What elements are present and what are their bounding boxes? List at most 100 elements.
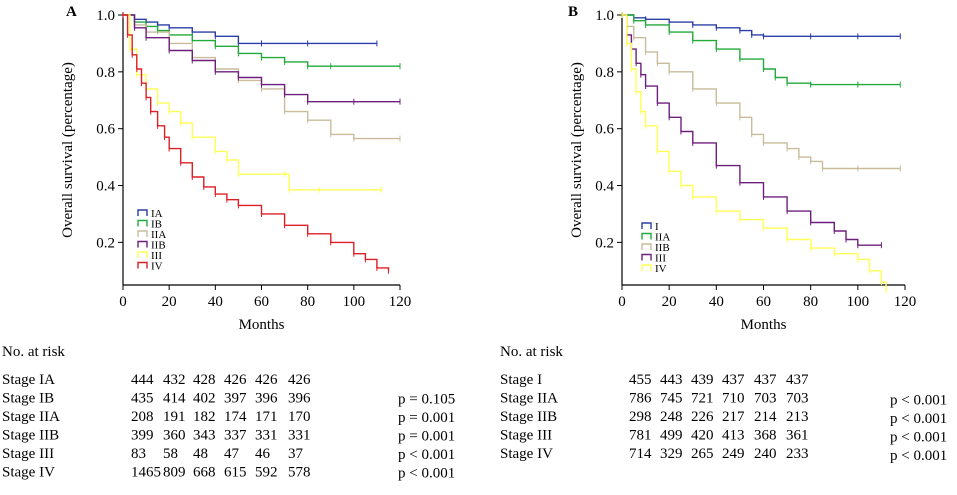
panel-label: A [66, 4, 77, 20]
risk-table-row: Stage IIB 298 248 226 217 214 213 p < 0.001 [500, 409, 947, 427]
x-tick-label: 80 [300, 294, 315, 310]
series-line-iii [123, 14, 382, 191]
risk-count: 455 [629, 372, 652, 388]
risk-count: 182 [193, 409, 216, 425]
x-tick-label: 20 [162, 294, 177, 310]
risk-count: 397 [224, 391, 247, 407]
risk-row-label: Stage III [2, 446, 54, 462]
risk-count: 37 [288, 446, 304, 462]
panel-b: B 0.2 0.4 0.6 0.8 1.0 0 20 40 60 80 100 120 Months Ove… [500, 4, 947, 464]
legend-swatch [137, 251, 148, 258]
risk-count: 343 [193, 428, 216, 444]
risk-count: 703 [754, 391, 777, 407]
risk-count: 437 [754, 372, 777, 388]
risk-table-row: Stage III 83 58 48 47 46 37 p < 0.001 [2, 446, 455, 463]
risk-row-label: Stage IIB [500, 409, 557, 425]
legend-label: IIB [655, 242, 670, 254]
p-value: p < 0.001 [890, 411, 947, 427]
risk-table-row: Stage I 455 443 439 437 437 437 [500, 372, 809, 388]
risk-count: 298 [629, 409, 652, 425]
risk-table-row: Stage IIA 208 191 182 174 171 170 p = 0.001 [2, 409, 455, 426]
risk-table-row: Stage IB 435 414 402 397 396 396 p = 0.105 [2, 391, 455, 408]
x-tick-label: 60 [254, 294, 269, 310]
legend-label: III [151, 250, 162, 262]
risk-count: 208 [131, 409, 154, 425]
risk-count: 396 [255, 391, 278, 407]
risk-count: 368 [754, 428, 777, 444]
legend-swatch [641, 232, 652, 240]
legend-swatch [137, 219, 148, 227]
y-tick-label: 0.8 [96, 65, 115, 81]
x-tick-label: 80 [803, 294, 818, 310]
legend-swatch [137, 230, 148, 237]
risk-count: 1465 [131, 465, 161, 481]
risk-count: 396 [288, 391, 311, 407]
risk-table-row: Stage IV 1465 809 668 615 592 578 p < 0.001 [2, 465, 455, 482]
x-tick-label: 100 [343, 294, 366, 310]
risk-table-row: Stage III 781 499 420 413 368 361 p < 0.001 [500, 428, 947, 446]
x-axis-label: Months [741, 317, 787, 333]
risk-count: 668 [193, 465, 216, 481]
legend-swatch [137, 209, 148, 216]
risk-count: 226 [691, 409, 714, 425]
risk-count: 721 [691, 391, 714, 407]
risk-count: 48 [193, 446, 208, 462]
risk-count: 443 [660, 372, 683, 388]
risk-table-title: No. at risk [2, 344, 65, 360]
risk-count: 402 [193, 391, 216, 407]
series-line-i [622, 14, 901, 37]
risk-count: 578 [288, 465, 311, 481]
legend-swatch [137, 261, 148, 269]
risk-count: 437 [786, 372, 809, 388]
risk-table-row: Stage IV 714 329 265 249 240 233 p < 0.001 [500, 446, 947, 464]
risk-count: 249 [722, 446, 745, 462]
y-tick-label: 0.6 [96, 122, 115, 138]
x-tick-label: 100 [847, 294, 870, 310]
x-tick-label: 20 [662, 294, 677, 310]
risk-count: 426 [224, 372, 247, 388]
risk-count: 428 [193, 372, 216, 388]
p-value: p = 0.001 [398, 410, 455, 426]
risk-count: 265 [691, 446, 714, 462]
risk-row-label: Stage IIA [2, 409, 60, 425]
risk-count: 745 [660, 391, 683, 407]
y-tick-label: 0.8 [595, 65, 614, 81]
y-tick-label: 1.0 [595, 8, 614, 24]
x-tick-label: 60 [756, 294, 771, 310]
legend-label: IB [151, 219, 162, 231]
x-tick-label: 0 [119, 294, 127, 310]
y-tick-label: 1.0 [96, 8, 115, 24]
risk-count: 432 [163, 372, 186, 388]
p-value: p < 0.001 [890, 393, 947, 409]
y-tick-label: 0.4 [595, 179, 614, 195]
risk-count: 46 [255, 446, 271, 462]
legend-label: I [655, 221, 659, 233]
risk-count: 233 [786, 446, 809, 462]
legend-swatch [137, 240, 148, 248]
risk-row-label: Stage III [500, 428, 552, 444]
y-tick-label: 0.4 [96, 179, 115, 195]
risk-count: 83 [131, 446, 146, 462]
y-axis-label: Overall survival (percentage) [60, 62, 76, 238]
risk-count: 174 [224, 409, 247, 425]
risk-count: 191 [163, 409, 186, 425]
risk-count: 217 [722, 409, 745, 425]
risk-row-label: Stage IV [2, 465, 55, 481]
series-line-iv [123, 14, 390, 271]
y-axis-label: Overall survival (percentage) [569, 62, 585, 238]
risk-table-row: Stage IIB 399 360 343 337 331 331 p = 0.001 [2, 428, 455, 445]
risk-count: 47 [224, 446, 240, 462]
risk-count: 170 [288, 409, 311, 425]
risk-count: 420 [691, 428, 714, 444]
legend-swatch [641, 222, 652, 229]
risk-table-title: No. at risk [500, 344, 563, 360]
risk-count: 240 [754, 446, 777, 462]
risk-count: 248 [660, 409, 683, 425]
panel-label: B [568, 4, 578, 20]
risk-count: 337 [224, 428, 247, 444]
risk-count: 214 [754, 409, 777, 425]
risk-count: 331 [255, 428, 278, 444]
risk-count: 399 [131, 428, 154, 444]
